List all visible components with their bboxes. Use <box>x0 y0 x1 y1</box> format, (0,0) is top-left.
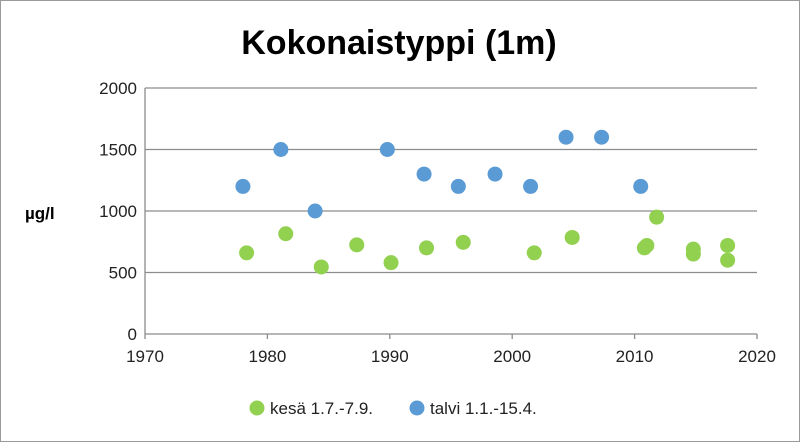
point-talvi <box>379 142 395 157</box>
x-tick-labels: 1970 1980 1990 2000 2010 2020 <box>126 347 776 366</box>
point-kesa <box>278 226 294 242</box>
point-talvi <box>487 166 503 182</box>
legend-label: kesä 1.7.-7.9. <box>270 399 373 418</box>
point-kesa <box>419 240 435 256</box>
y-tick-labels: 0 500 1000 1500 2000 <box>99 79 137 344</box>
point-kesa <box>239 245 255 261</box>
point-kesa <box>383 255 399 271</box>
legend-marker <box>409 400 425 416</box>
point-talvi <box>594 129 610 145</box>
point-kesa <box>564 229 580 245</box>
y-axis-label: µg/l <box>25 204 55 223</box>
point-kesa <box>455 234 471 250</box>
point-kesa <box>720 252 736 268</box>
point-talvi <box>558 129 574 145</box>
chart-title: Kokonaistyppi (1m) <box>241 24 556 62</box>
y-tick-label: 1000 <box>99 202 137 221</box>
point-talvi <box>450 178 466 194</box>
point-talvi <box>307 203 323 219</box>
gridlines <box>145 87 757 274</box>
point-kesa <box>649 209 665 225</box>
point-kesa <box>526 245 542 261</box>
x-tick-label: 1970 <box>126 347 164 366</box>
x-tick-label: 2000 <box>493 347 531 366</box>
axes <box>144 88 758 339</box>
legend: kesä 1.7.-7.9. talvi 1.1.-15.4. <box>249 399 537 418</box>
y-tick-label: 500 <box>109 264 137 283</box>
point-talvi <box>416 166 432 182</box>
legend-marker <box>249 400 265 416</box>
point-talvi <box>235 178 251 194</box>
x-tick-label: 1990 <box>371 347 409 366</box>
data-points <box>235 129 736 275</box>
point-kesa <box>685 246 701 262</box>
point-talvi <box>523 178 539 194</box>
point-kesa <box>349 237 365 253</box>
point-talvi <box>273 142 289 157</box>
y-tick-label: 2000 <box>99 79 137 98</box>
point-kesa <box>639 237 655 253</box>
point-kesa <box>313 259 329 275</box>
y-tick-label: 1500 <box>99 141 137 160</box>
x-tick-label: 1980 <box>248 347 286 366</box>
y-tick-label: 0 <box>128 325 137 344</box>
x-tick-label: 2020 <box>738 347 776 366</box>
x-tick-label: 2010 <box>616 347 654 366</box>
point-kesa <box>720 237 736 253</box>
point-talvi <box>633 178 649 194</box>
legend-label: talvi 1.1.-15.4. <box>430 399 537 418</box>
